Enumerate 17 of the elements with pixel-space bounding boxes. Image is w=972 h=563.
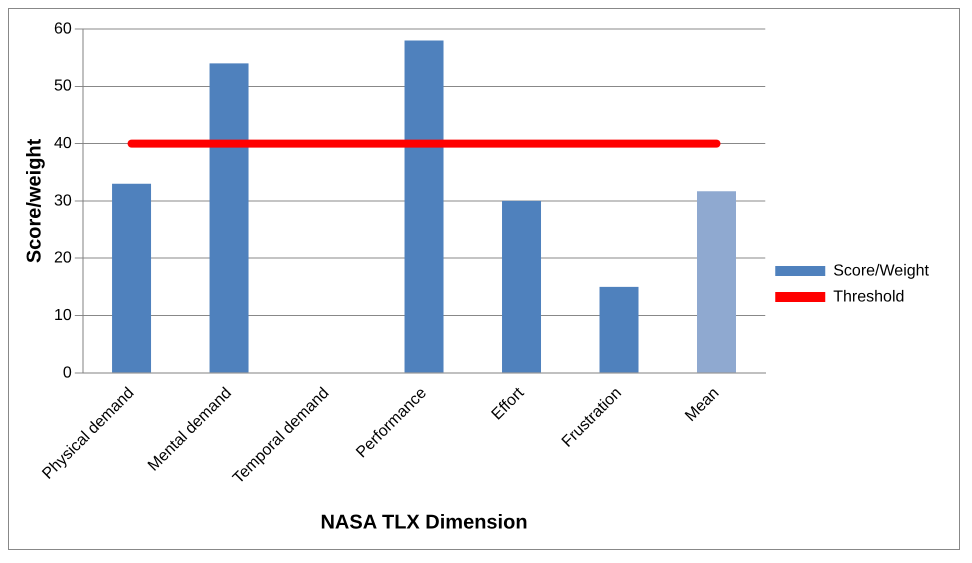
y-tick-label: 60	[54, 20, 72, 38]
bar	[404, 40, 444, 372]
bar	[210, 63, 249, 372]
y-tick-label: 0	[62, 364, 72, 382]
x-axis-title: NASA TLX Dimension	[320, 512, 528, 534]
bar	[502, 200, 542, 372]
y-tick-label: 50	[54, 78, 72, 95]
legend-label: Threshold	[833, 288, 904, 306]
y-tick-label: 20	[54, 250, 72, 267]
y-axis-title: Score/weight	[24, 138, 46, 264]
bar	[697, 191, 736, 372]
y-tick-label: 30	[54, 192, 72, 210]
bar	[600, 286, 639, 372]
legend-label: Score/Weight	[833, 262, 930, 280]
y-tick-label: 40	[54, 135, 72, 152]
bar	[112, 184, 152, 372]
y-tick-label: 10	[54, 306, 72, 324]
